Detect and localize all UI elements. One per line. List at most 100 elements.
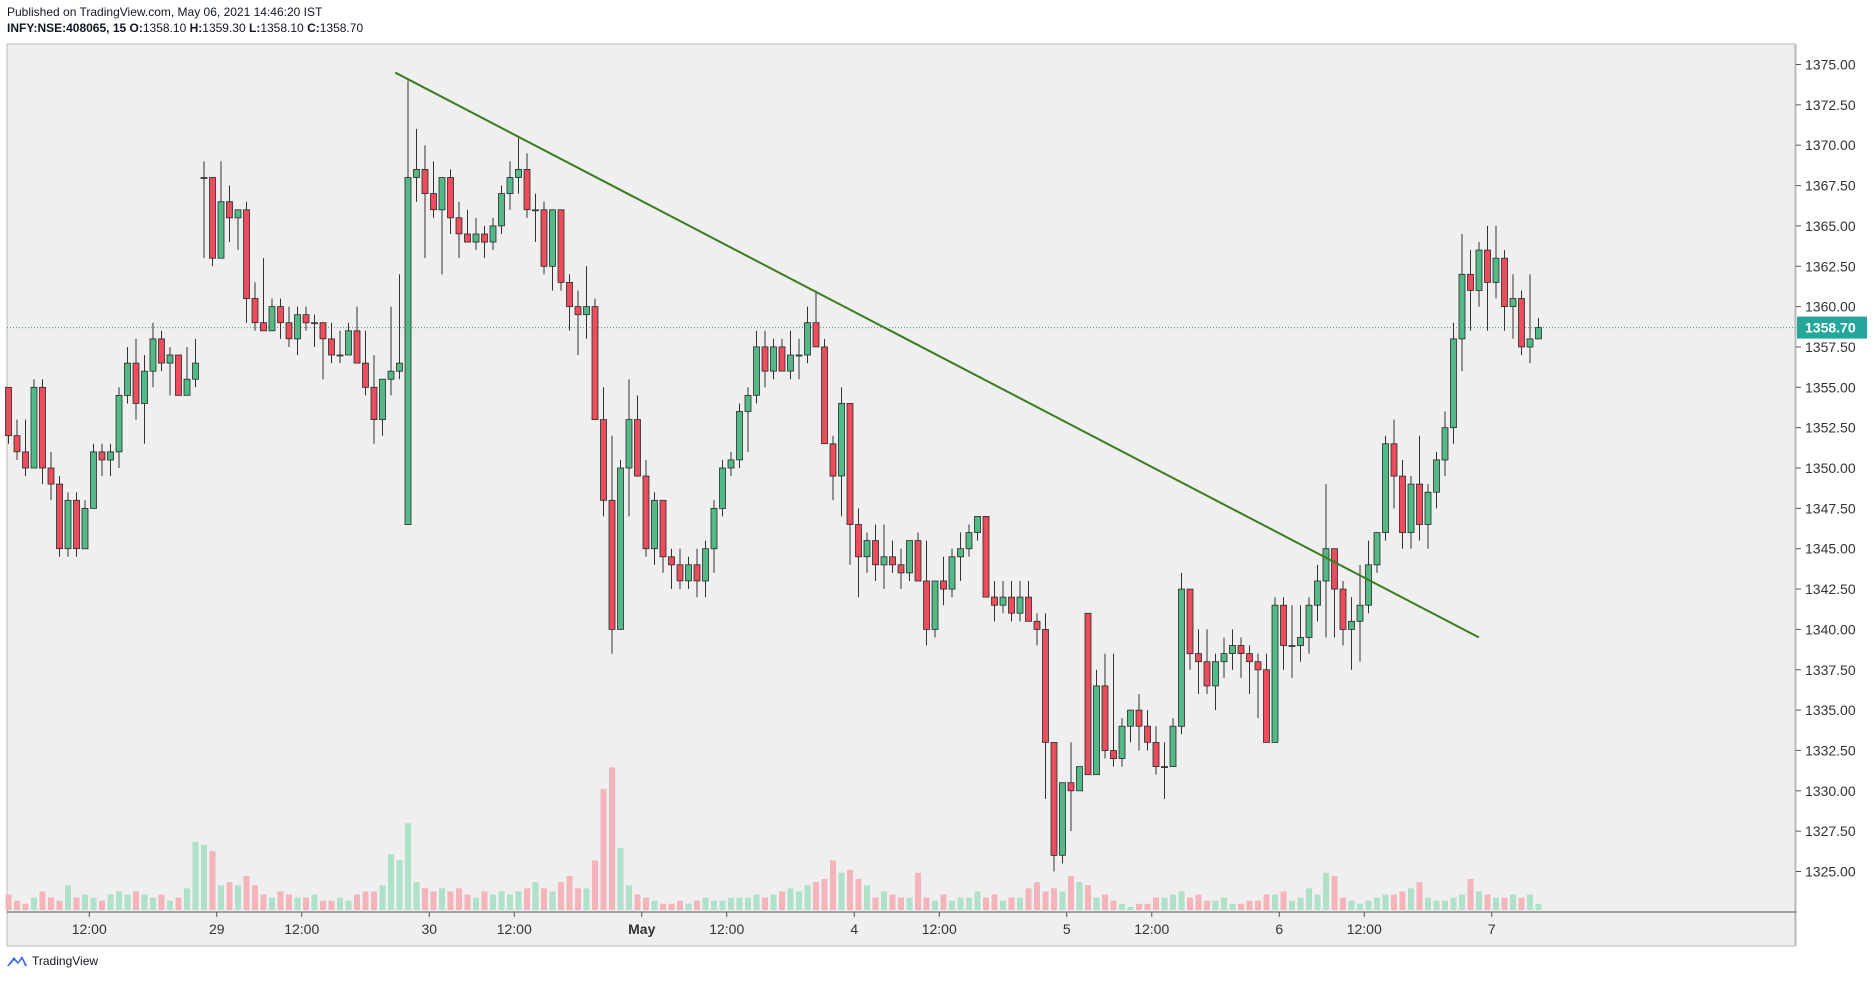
candle-body <box>838 402 845 477</box>
candle-body <box>1229 645 1236 655</box>
candle-body <box>1186 588 1194 655</box>
candle-body <box>549 209 556 267</box>
candle-down <box>914 532 922 582</box>
volume-bar <box>643 897 649 910</box>
candle-down <box>421 145 429 259</box>
candle-down <box>872 524 879 581</box>
candle-up <box>379 378 386 436</box>
candle-body <box>226 201 233 219</box>
time-tick-label: 12:00 <box>1134 921 1169 937</box>
candle-body <box>506 177 514 195</box>
time-tick-label: 5 <box>1063 921 1071 937</box>
candle-up <box>1212 653 1219 711</box>
candle-up <box>1382 435 1389 541</box>
volume-bar <box>1467 879 1474 910</box>
candle-up <box>438 177 446 275</box>
volume-bar <box>779 891 785 910</box>
candle-up <box>583 266 590 339</box>
candle-up <box>1356 564 1364 662</box>
volume-bar <box>192 841 199 910</box>
volume-bar <box>422 888 428 910</box>
candle-body <box>668 556 675 566</box>
volume-bar <box>1136 903 1142 910</box>
volume-bar <box>490 894 496 910</box>
volume-bar <box>1314 894 1321 910</box>
candle-body <box>353 330 361 364</box>
candle-down <box>778 338 786 372</box>
candle-body <box>659 499 667 558</box>
volume-bar <box>90 897 97 910</box>
candle-body <box>1339 588 1347 630</box>
candle-up <box>30 379 38 469</box>
candle-body <box>914 540 922 582</box>
candle-body <box>404 177 412 525</box>
candle-body <box>39 386 46 469</box>
price-tick-label: 1342.50 <box>1805 581 1856 597</box>
candle-body <box>702 548 709 582</box>
volume-bar <box>1476 891 1482 910</box>
volume-bar <box>711 900 717 910</box>
candle-body <box>90 451 97 509</box>
candle-up <box>1059 782 1066 864</box>
price-tick-label: 1335.00 <box>1805 702 1856 718</box>
chart-pane[interactable] <box>6 43 1796 947</box>
time-tick-label: 4 <box>850 921 858 937</box>
volume-bar <box>626 885 632 910</box>
candle-body <box>1127 709 1134 727</box>
volume-bar <box>1433 900 1440 910</box>
candle-down <box>676 548 684 590</box>
candle-body <box>209 177 216 259</box>
candle-body <box>413 168 420 178</box>
candle-body <box>98 451 106 461</box>
candle-up <box>200 161 208 259</box>
volume-bar <box>838 872 845 910</box>
candle-up <box>744 387 752 452</box>
volume-bar <box>337 897 343 910</box>
candle-down <box>158 330 165 372</box>
candle-up <box>838 387 845 517</box>
candle-up <box>736 403 743 468</box>
candle-body <box>923 580 930 630</box>
volume-bar <box>813 882 819 910</box>
candle-down <box>277 298 284 339</box>
volume-bar <box>226 882 233 910</box>
candle-body <box>1492 257 1500 283</box>
volume-bar <box>915 872 921 910</box>
candle-body <box>489 225 497 243</box>
time-axis[interactable]: 12:00 29 12:00 30 12:00 May 12:00 4 12:00 5 12:00 6… <box>7 911 1796 937</box>
volume-bar <box>362 891 369 910</box>
candle-down <box>659 499 667 573</box>
volume-bar <box>286 894 292 910</box>
volume-bar <box>1518 897 1525 910</box>
candle-down <box>209 177 216 267</box>
candle-body <box>642 475 650 550</box>
volume-bar <box>1535 903 1542 910</box>
candle-body <box>532 209 539 212</box>
candle-body <box>753 346 760 396</box>
volume-bar <box>1170 894 1176 910</box>
volume-bar <box>1272 894 1278 910</box>
volume-bar <box>1161 897 1168 910</box>
volume-bar <box>31 897 37 910</box>
candle-up <box>974 516 981 541</box>
candle-body <box>396 362 403 372</box>
candle-body <box>132 362 140 404</box>
candle-body <box>1271 604 1279 743</box>
price-axis[interactable]: 1375.00 1372.50 1370.00 1367.50 1365.00 1362.… <box>1796 57 1856 880</box>
candle-body <box>124 362 131 396</box>
candle-down <box>991 580 998 622</box>
volume-bar <box>209 851 216 910</box>
candle-up <box>311 314 318 347</box>
candle-up <box>1526 274 1534 364</box>
volume-bar <box>566 875 573 910</box>
volume-bar <box>864 885 870 910</box>
candle-body <box>268 306 276 332</box>
volume-bar <box>991 894 998 910</box>
time-tick-label: 12:00 <box>1347 921 1382 937</box>
price-tick-label: 1362.50 <box>1805 258 1856 274</box>
volume-bar <box>1212 900 1219 910</box>
candle-down <box>285 306 293 347</box>
volume-bar <box>124 894 131 910</box>
candle-body <box>1365 564 1372 606</box>
